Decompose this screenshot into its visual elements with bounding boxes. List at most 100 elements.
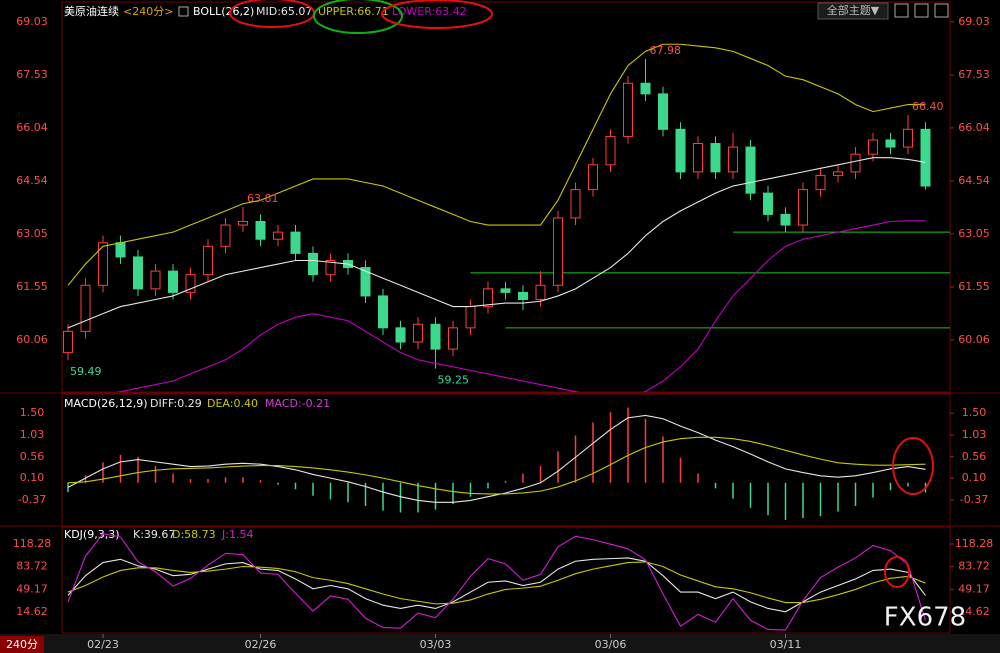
legend-k: K:39.67 — [133, 528, 175, 541]
candle-body — [553, 217, 563, 286]
theme-button-label[interactable]: 全部主题▼ — [827, 3, 880, 17]
y-tick-label-left: 0.56 — [20, 450, 45, 463]
y-tick-label-right: 14.62 — [958, 605, 990, 618]
price-annotation: 63.81 — [247, 192, 279, 205]
x-tick-label: 02/23 — [87, 638, 119, 651]
indicator-line — [67, 561, 926, 605]
period-tab-label[interactable]: 240分 — [6, 638, 38, 651]
legend-macd: MACD:-0.21 — [265, 397, 330, 410]
y-tick-label-right: 69.03 — [958, 15, 990, 28]
y-tick-label-right: 49.17 — [958, 582, 990, 595]
bottom-bar — [0, 634, 1000, 653]
candle-body — [658, 93, 668, 130]
candle-body — [378, 295, 388, 329]
y-tick-label-right: 0.56 — [962, 450, 987, 463]
candle-body — [885, 139, 896, 148]
y-tick-label-right: 1.50 — [962, 406, 987, 419]
legend-diff: DIFF:0.29 — [150, 397, 202, 410]
legend-dea: DEA:0.40 — [207, 397, 258, 410]
indicator-line — [67, 557, 926, 613]
candle-body — [868, 139, 878, 155]
hand-drawn-circles — [229, 0, 934, 588]
y-tick-label-right: 83.72 — [958, 560, 990, 573]
x-tick-label: 03/11 — [770, 638, 802, 651]
candle-body — [605, 135, 616, 166]
indicator-icon — [178, 6, 189, 17]
y-tick-label-right: 60.06 — [958, 333, 990, 346]
period-tab[interactable] — [0, 636, 44, 653]
y-tick-label-left: 14.62 — [16, 605, 48, 618]
indicator-line — [67, 436, 926, 495]
instrument-title: 美原油连续 — [64, 4, 119, 18]
y-tick-label-right: 63.05 — [958, 227, 990, 240]
legend-d: D:58.73 — [172, 528, 216, 541]
candle-body — [98, 242, 108, 286]
candle-body — [360, 267, 371, 297]
candle-body — [675, 128, 686, 173]
candle-body — [535, 284, 546, 300]
candle-body — [168, 270, 178, 293]
legend-mid: MID:65.07 — [256, 5, 312, 18]
candle-body — [745, 146, 756, 194]
y-tick-label-left: 118.28 — [13, 537, 52, 550]
x-tick-label: 02/26 — [245, 638, 277, 651]
candle-body — [903, 128, 913, 148]
candle-body — [710, 143, 721, 173]
indicator-label: BOLL(26,2) — [193, 5, 254, 18]
price-annotation: 59.25 — [438, 374, 470, 387]
candle-body — [500, 288, 511, 293]
indicator-line — [67, 43, 926, 286]
y-tick-label-right: 1.03 — [962, 428, 987, 441]
y-tick-label-left: 67.53 — [16, 68, 48, 81]
legend-upper: UPPER:66.71 — [318, 5, 389, 18]
candle-body — [465, 306, 476, 329]
candle-body — [325, 259, 336, 276]
price-annotation: 67.98 — [650, 44, 682, 57]
indicator-line — [67, 157, 926, 329]
candle-body — [728, 146, 738, 173]
period-label: <240分> — [123, 5, 173, 18]
theme-button[interactable] — [817, 2, 889, 20]
y-tick-label-right: 66.04 — [958, 121, 990, 134]
kdj-title: KDJ(9,3,3) — [64, 528, 120, 541]
legend-lower: LOWER:63.42 — [392, 5, 467, 18]
y-tick-label-left: 49.17 — [16, 582, 48, 595]
candle-body — [185, 274, 196, 293]
candle-body — [518, 291, 528, 300]
candle-body — [780, 213, 791, 226]
candle-body — [203, 245, 213, 276]
y-tick-label-left: 69.03 — [16, 15, 48, 28]
candle-body — [133, 256, 143, 290]
y-tick-label-left: 61.55 — [16, 280, 48, 293]
candle-body — [308, 252, 318, 276]
candle-body — [273, 231, 283, 240]
y-tick-label-left: 66.04 — [16, 121, 48, 134]
candle-body — [763, 192, 773, 215]
candle-body — [448, 327, 458, 350]
y-tick-label-right: 64.54 — [958, 174, 990, 187]
candle-body — [80, 284, 91, 332]
y-tick-label-left: 64.54 — [16, 174, 48, 187]
y-tick-label-left: 0.10 — [20, 471, 45, 484]
panel-frames — [0, 1, 1000, 634]
candle-body — [693, 143, 703, 173]
y-tick-label-right: 118.28 — [955, 537, 994, 550]
indicator-line — [67, 533, 927, 631]
candle-body — [833, 171, 843, 176]
y-tick-label-left: 60.06 — [16, 333, 48, 346]
y-tick-label-left: 63.05 — [16, 227, 48, 240]
candle-body — [640, 82, 651, 95]
candle-body — [395, 327, 406, 343]
x-tick-label: 03/03 — [420, 638, 452, 651]
y-tick-label-right: 61.55 — [958, 280, 990, 293]
candle-body — [413, 323, 423, 343]
candle-body — [430, 323, 441, 350]
candle-body — [920, 128, 931, 187]
price-annotation: 59.49 — [70, 365, 102, 378]
y-tick-label-right: -0.37 — [960, 493, 988, 506]
macd-title: MACD(26,12,9) — [64, 397, 148, 410]
candle-body — [220, 224, 231, 247]
toolbar-icons[interactable] — [894, 3, 949, 18]
candle-body — [115, 242, 126, 258]
